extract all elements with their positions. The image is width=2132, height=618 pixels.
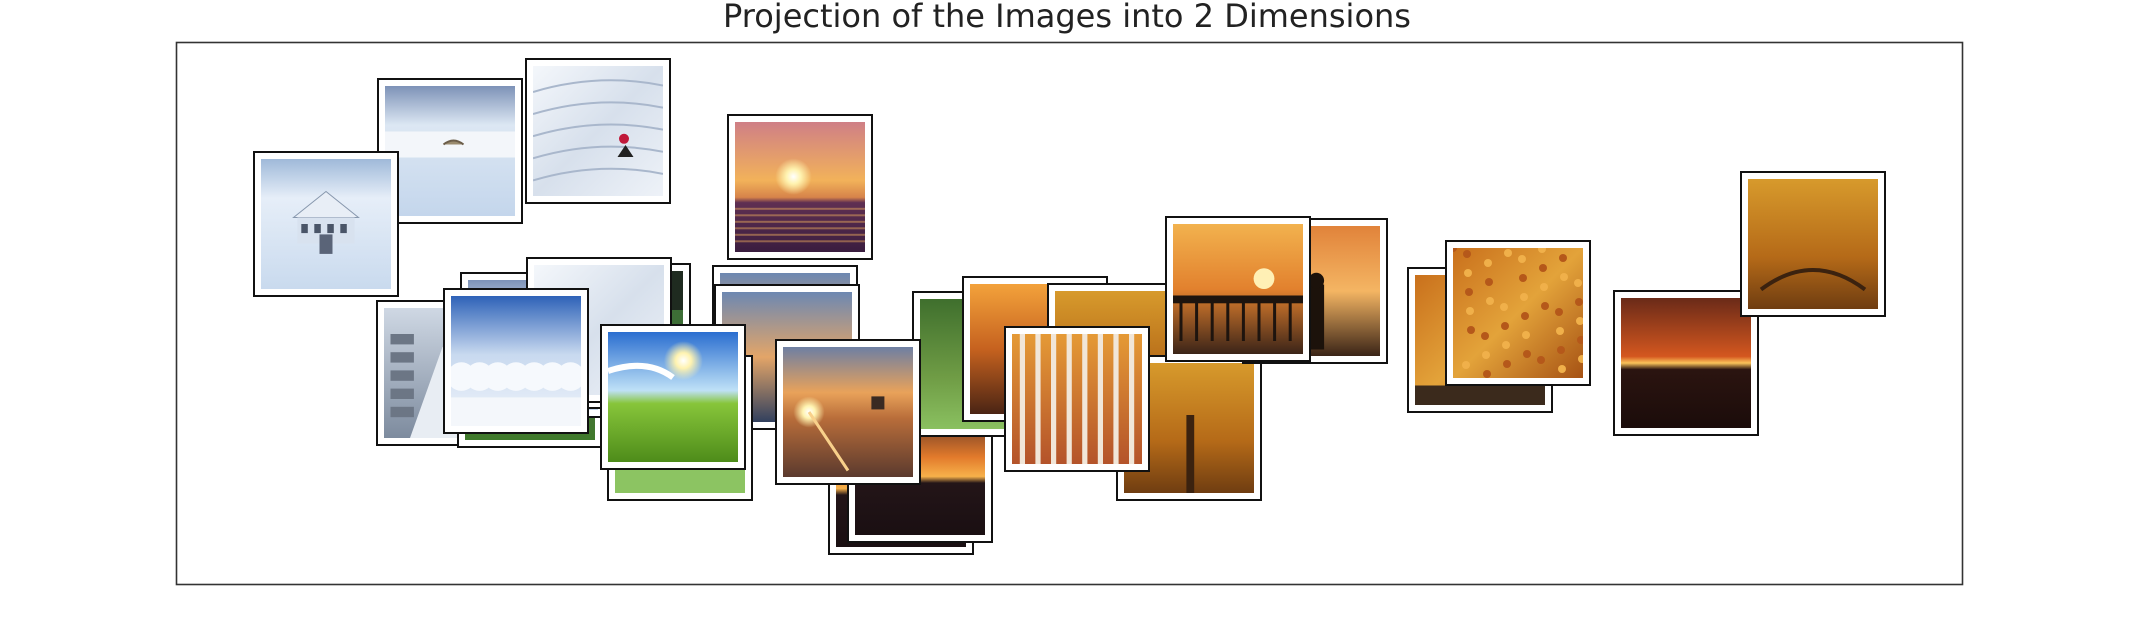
axes-frame (175, 41, 1964, 586)
thumbnail-image (1012, 334, 1142, 464)
thumbnail-image (451, 296, 581, 426)
thumbnail-snow-white-trees (443, 288, 589, 434)
thumbnail-image (735, 122, 865, 252)
thumbnail-layer (253, 58, 1886, 555)
thumbnail-image (1453, 248, 1583, 378)
thumbnail-sunset-sea-orange (1613, 290, 1759, 436)
thumbnail-grass-sky-sun (600, 324, 746, 470)
thumbnail-image (533, 66, 663, 196)
thumbnail-autumn-tree (1740, 171, 1886, 317)
thumbnail-image (608, 332, 738, 462)
thumbnail-image (385, 86, 515, 216)
thumbnail-image (1621, 298, 1751, 428)
thumbnail-snow-footprints (525, 58, 671, 204)
thumbnail-image (261, 159, 391, 289)
chart-title: Projection of the Images into 2 Dimensio… (723, 0, 1411, 35)
thumbnail-sunset-pier (1165, 216, 1311, 362)
thumbnail-snowed-in-house (253, 151, 399, 297)
thumbnail-image (1748, 179, 1878, 309)
thumbnail-autumn-leaves-ground (1445, 240, 1591, 386)
thumbnail-snow-field-car (377, 78, 523, 224)
thumbnail-sunset-beach-flare (775, 339, 921, 485)
thumbnail-image (1173, 224, 1303, 354)
thumbnail-birch-grove (1004, 326, 1150, 472)
thumbnail-image (783, 347, 913, 477)
thumbnail-sunset-ocean (727, 114, 873, 260)
